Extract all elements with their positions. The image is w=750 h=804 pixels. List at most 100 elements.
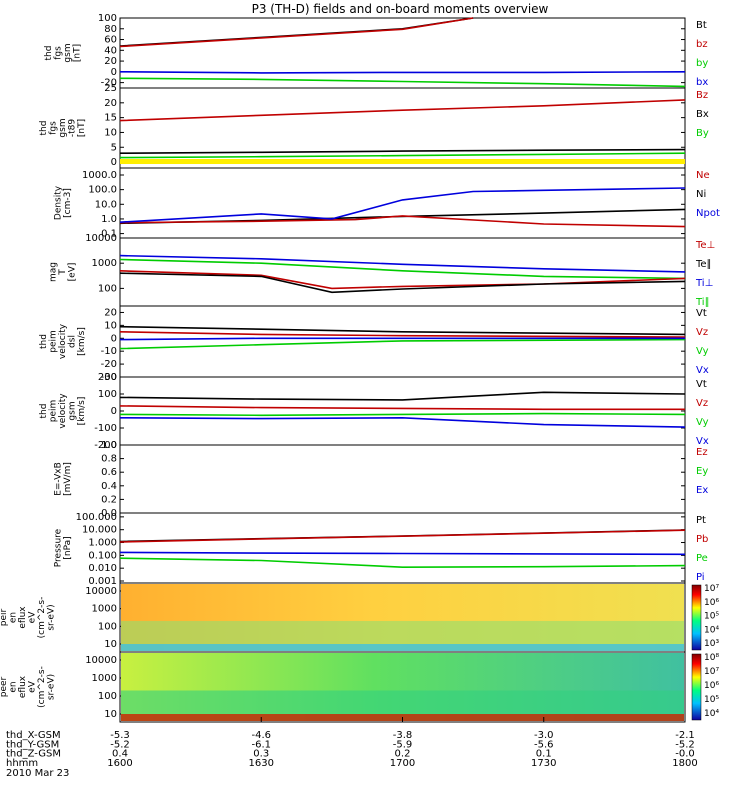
series-bz bbox=[119, 17, 474, 48]
tick-label: 10000 bbox=[85, 233, 117, 244]
panel-velocity-gsm: thd peim velocity gsm [km/s] 200 100 0 -100 -200 V… bbox=[39, 372, 709, 451]
ephemeris-value: -4.6 bbox=[251, 730, 271, 741]
ylabel-line: Pressure bbox=[53, 528, 63, 567]
legend-label: Pe bbox=[696, 553, 708, 564]
panel-frame bbox=[119, 237, 686, 307]
series-Ti∥ bbox=[119, 258, 686, 280]
series-Npot bbox=[119, 187, 686, 223]
tick-label: 20 bbox=[104, 56, 117, 67]
ylabel-line: [nPa] bbox=[63, 536, 73, 559]
tick-label: 200 bbox=[98, 372, 117, 383]
series-Bx bbox=[119, 148, 686, 154]
panel-density: Density [cm-3] 1000.0 100.0 10.0 1.0 0.1 Ne Ni Np… bbox=[53, 167, 720, 240]
ylabel-line: gsm bbox=[63, 43, 73, 62]
legend-label: Bx bbox=[696, 109, 709, 120]
colorbar-tick: 10⁵ bbox=[704, 695, 719, 705]
ylabel-line: gsm bbox=[58, 118, 68, 137]
ylabel-line: thd bbox=[39, 121, 49, 136]
tick-label: 1000 bbox=[92, 673, 117, 684]
ephemeris-value: 0.3 bbox=[253, 749, 269, 760]
tick-label: 1.000 bbox=[88, 538, 117, 549]
ephemeris-value: -3.0 bbox=[534, 730, 554, 741]
tick-label: 0.6 bbox=[101, 467, 117, 478]
colorbar bbox=[691, 584, 702, 651]
legend-label: Te⊥ bbox=[695, 240, 715, 251]
ylabel-line: [km/s] bbox=[77, 397, 87, 426]
panel-velocity-dsl: thd peim velocity dsl [km/s] 20 10 0 -10 -20 -30 Vt… bbox=[39, 305, 709, 383]
ylabel: Pressure [nPa] bbox=[53, 528, 73, 567]
ylabel-line: peim bbox=[49, 400, 59, 423]
ylabel: mag T [eV] bbox=[49, 262, 78, 282]
ylabel-line: peer bbox=[0, 676, 9, 697]
colorbar-tick: 10⁵ bbox=[704, 612, 719, 622]
tick-label: 100 bbox=[98, 283, 117, 294]
ephemeris-label: thd_X-GSM bbox=[6, 730, 61, 741]
series-Pb bbox=[119, 529, 686, 543]
series-Vt bbox=[119, 391, 686, 401]
ephemeris-label: thd_Z-GSM bbox=[6, 749, 61, 760]
ephemeris-value: 0.1 bbox=[536, 749, 552, 760]
tick-label: 1000 bbox=[92, 258, 117, 269]
ylabel-line: [km/s] bbox=[77, 327, 87, 356]
series-Vx bbox=[119, 416, 686, 428]
tick-label: 80 bbox=[104, 24, 117, 35]
ylabel-line: [nT] bbox=[77, 119, 87, 137]
colorbar bbox=[691, 653, 702, 721]
legend-label: Ez bbox=[696, 447, 708, 458]
legend-label: Vz bbox=[696, 327, 708, 338]
tick-label: 100.000 bbox=[76, 512, 117, 523]
panel-frame bbox=[119, 167, 686, 239]
legend-label: By bbox=[696, 128, 709, 139]
ephemeris-label: thd_Y-GSM bbox=[6, 739, 59, 750]
series-Bz bbox=[119, 99, 686, 122]
tick-label: 10.0 bbox=[95, 199, 117, 210]
colorbar-tick: 10⁴ bbox=[704, 709, 719, 719]
ylabel-line: eflux bbox=[18, 606, 28, 629]
ephemeris-value: 1700 bbox=[390, 758, 415, 769]
tick-label: 10 bbox=[104, 639, 117, 650]
ephemeris-value: -5.3 bbox=[110, 730, 130, 741]
legend-label: bx bbox=[696, 77, 708, 88]
tick-label: 0 bbox=[111, 67, 117, 78]
tick-label: 0.0 bbox=[101, 508, 117, 519]
tick-label: 0.010 bbox=[88, 563, 117, 574]
tick-label: -10 bbox=[101, 346, 117, 357]
ylabel-line: en bbox=[9, 612, 19, 623]
tick-label: 1000 bbox=[92, 604, 117, 615]
ephemeris-value: -5.6 bbox=[534, 739, 554, 750]
tick-label: 0.8 bbox=[101, 454, 117, 465]
ylabel-line: velocity bbox=[58, 323, 68, 359]
tick-label: 0.001 bbox=[88, 576, 117, 587]
series-Vy bbox=[119, 412, 686, 417]
legend-label: Ey bbox=[696, 466, 708, 477]
ylabel-line: eflux bbox=[18, 675, 28, 698]
ylabel-line: (cm^2-s- bbox=[37, 597, 47, 639]
tick-label: 100 bbox=[98, 389, 117, 400]
series-Bt bbox=[119, 17, 474, 47]
ylabel-line: [nT] bbox=[72, 44, 82, 62]
ylabel-line: peim bbox=[49, 330, 59, 353]
ylabel-line: [eV] bbox=[68, 263, 78, 282]
tick-label: 10000 bbox=[85, 655, 117, 666]
colorbar-tick: 10⁷ bbox=[704, 584, 719, 594]
ylabel: thdpeerenefluxeV(cm^2-s-sr-eV) bbox=[0, 666, 57, 708]
tick-label: 5 bbox=[111, 142, 117, 153]
ylabel: E=-VxB [mV/m] bbox=[53, 462, 73, 496]
tick-label: 60 bbox=[104, 35, 117, 46]
ylabel: Density [cm-3] bbox=[53, 185, 73, 220]
series-bx bbox=[119, 71, 686, 74]
panel-fgs-t89: thd fgs gsm -t89 [nT] 25 20 15 10 5 0 Bz Bx By bbox=[39, 83, 709, 169]
tick-label: 20 bbox=[104, 307, 117, 318]
legend-label: by bbox=[696, 58, 708, 69]
tick-label: 100 bbox=[98, 621, 117, 632]
panel-frame bbox=[119, 444, 686, 514]
ylabel-line: E=-VxB bbox=[53, 462, 63, 496]
ylabel-line: thd bbox=[39, 334, 49, 349]
ylabel: thd peim velocity gsm [km/s] bbox=[39, 393, 87, 429]
series-Vt bbox=[119, 325, 686, 336]
colorbar-tick: 10⁴ bbox=[704, 625, 719, 635]
tick-label: -30 bbox=[101, 372, 117, 383]
ylabel-line: thd bbox=[39, 404, 49, 419]
tick-label: 1.0 bbox=[101, 214, 117, 225]
